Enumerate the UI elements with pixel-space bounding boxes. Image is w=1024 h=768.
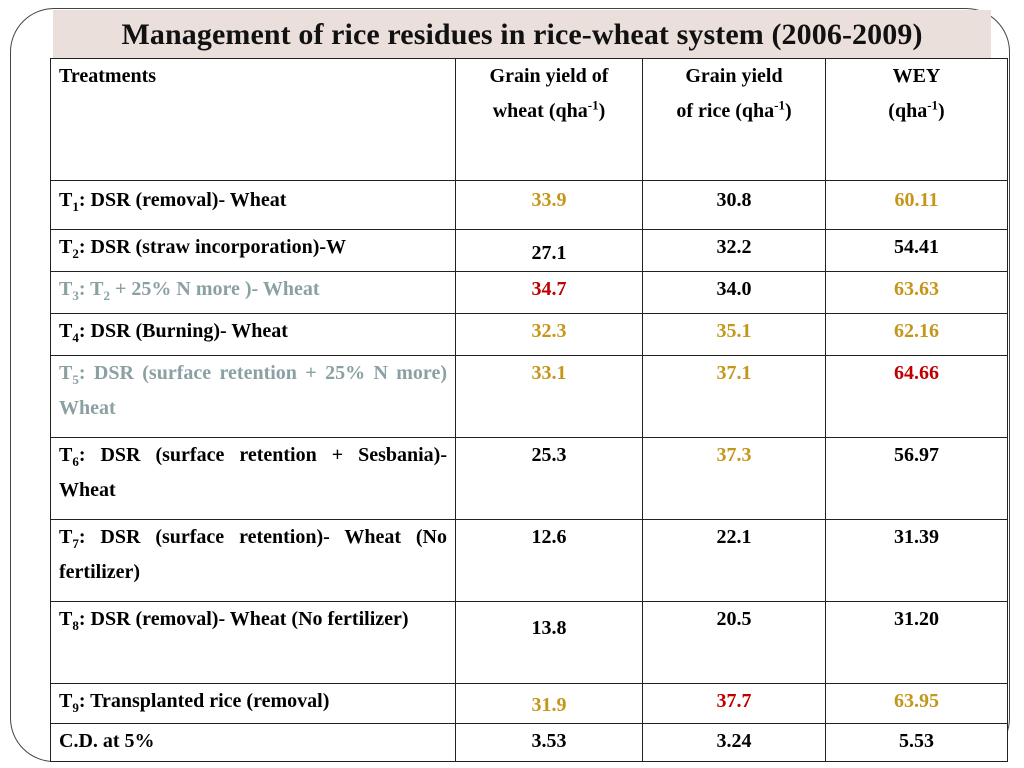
wey-cell: 64.66 [825,355,1008,438]
wheat-yield-cell: 32.3 [455,313,643,356]
wey-cell: 62.16 [825,313,1008,356]
wey-cell: 54.41 [825,229,1008,272]
header-wey: WEY (qha-1) [825,58,1008,181]
rice-yield-cell: 34.0 [642,271,826,314]
header-treatments-label: Treatments [59,65,157,87]
treatment-cell: T5: DSR (surface retention + 25% N more)… [50,355,456,438]
table-row: T3: T2 + 25% N more )- Wheat 34.7 34.0 6… [50,271,1008,314]
header-wheat-yield: Grain yield of wheat (qha-1) [455,58,643,181]
rice-yield-cell: 22.1 [642,519,826,602]
wheat-yield-cell: 33.1 [455,355,643,438]
wey-cell: 31.39 [825,519,1008,602]
rice-yield-cell: 32.2 [642,229,826,272]
cd-label-cell: C.D. at 5% [50,723,456,762]
treatment-cell: T7: DSR (surface retention)- Wheat (No f… [50,519,456,602]
wheat-yield-cell: 3.53 [455,723,643,762]
wheat-yield-cell: 34.7 [455,271,643,314]
header-wey-line2: (qha [888,100,928,122]
results-table: Treatments Grain yield of wheat (qha-1) … [50,58,1008,762]
header-wey-line1: WEY [892,65,941,87]
header-rice-line2: of rice (qha [676,100,775,122]
treatment-cell: T9: Transplanted rice (removal) [50,683,456,724]
table-row: T1: DSR (removal)- Wheat 33.9 30.8 60.11 [50,180,1008,230]
treatment-cell: T8: DSR (removal)- Wheat (No fertilizer) [50,601,456,684]
header-wheat-sup: -1 [587,97,599,113]
table-row: T7: DSR (surface retention)- Wheat (No f… [50,519,1008,602]
header-rice-close: ) [784,100,792,122]
title-banner: Management of rice residues in rice-whea… [53,10,991,60]
table-row: T8: DSR (removal)- Wheat (No fertilizer)… [50,601,1008,684]
wheat-yield-cell: 33.9 [455,180,643,230]
header-wheat-close: ) [598,100,606,122]
wheat-yield-cell: 27.1 [455,229,643,272]
wey-cell: 60.11 [825,180,1008,230]
header-rice-line1: Grain yield [685,65,783,87]
wey-cell: 63.63 [825,271,1008,314]
wheat-yield-cell: 12.6 [455,519,643,602]
header-wheat-line2: wheat (qha [492,100,588,122]
wey-cell: 56.97 [825,437,1008,520]
header-rice-yield: Grain yield of rice (qha-1) [642,58,826,181]
table-row: T6: DSR (surface retention + Sesbania)- … [50,437,1008,520]
rice-yield-cell: 3.24 [642,723,826,762]
table-row: T5: DSR (surface retention + 25% N more)… [50,355,1008,438]
treatment-cell: T3: T2 + 25% N more )- Wheat [50,271,456,314]
treatment-cell: T1: DSR (removal)- Wheat [50,180,456,230]
rice-yield-cell: 37.3 [642,437,826,520]
rice-yield-cell: 37.1 [642,355,826,438]
header-wey-close: ) [938,100,945,122]
rice-yield-cell: 37.7 [642,683,826,724]
table-row: T4: DSR (Burning)- Wheat 32.3 35.1 62.16 [50,313,1008,356]
header-row: Treatments Grain yield of wheat (qha-1) … [50,58,1008,181]
rice-yield-cell: 20.5 [642,601,826,684]
wheat-yield-cell: 25.3 [455,437,643,520]
header-rice-sup: -1 [774,97,785,113]
wey-cell: 63.95 [825,683,1008,724]
treatment-cell: T6: DSR (surface retention + Sesbania)- … [50,437,456,520]
treatment-cell: T2: DSR (straw incorporation)-W [50,229,456,272]
table-row: T9: Transplanted rice (removal) 31.9 37.… [50,683,1008,724]
wey-cell: 5.53 [825,723,1008,762]
table-row: T2: DSR (straw incorporation)-W 27.1 32.… [50,229,1008,272]
header-wey-sup: -1 [927,97,939,113]
rice-yield-cell: 30.8 [642,180,826,230]
treatment-cell: T4: DSR (Burning)- Wheat [50,313,456,356]
slide-title: Management of rice residues in rice-whea… [121,18,923,51]
rice-yield-cell: 35.1 [642,313,826,356]
header-treatments: Treatments [50,58,456,181]
header-wheat-line1: Grain yield of [489,65,609,87]
wheat-yield-cell: 31.9 [455,683,643,724]
wey-cell: 31.20 [825,601,1008,684]
table-row-cd: C.D. at 5% 3.53 3.24 5.53 [50,723,1008,762]
wheat-yield-cell: 13.8 [455,601,643,684]
